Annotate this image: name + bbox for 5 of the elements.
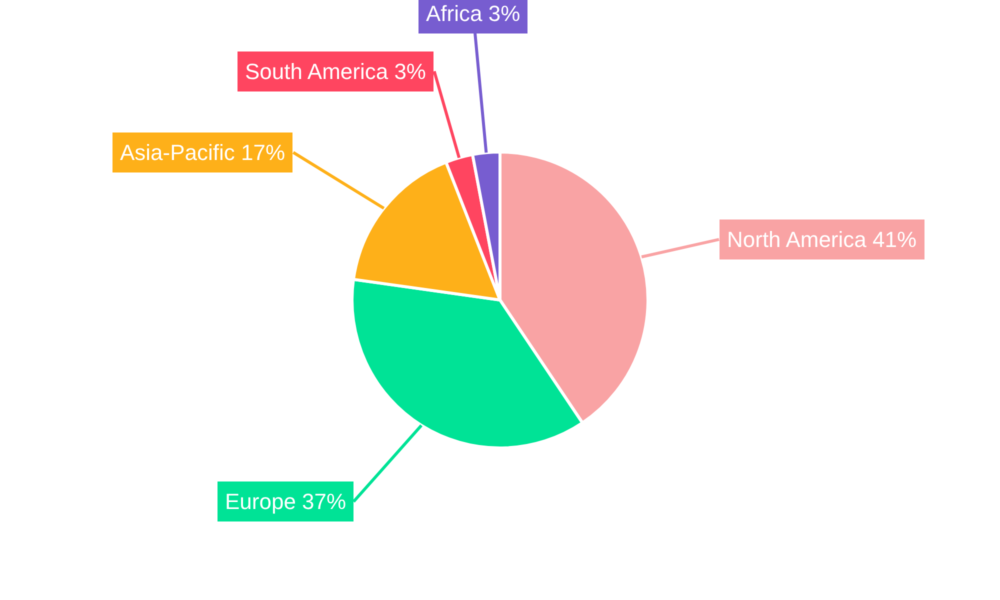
slice-label: Europe 37% — [225, 489, 346, 514]
slice-label: Africa 3% — [426, 1, 520, 26]
slice-label: South America 3% — [245, 59, 426, 84]
slice-label: North America 41% — [727, 227, 917, 252]
slice-label: Asia-Pacific 17% — [120, 140, 286, 165]
